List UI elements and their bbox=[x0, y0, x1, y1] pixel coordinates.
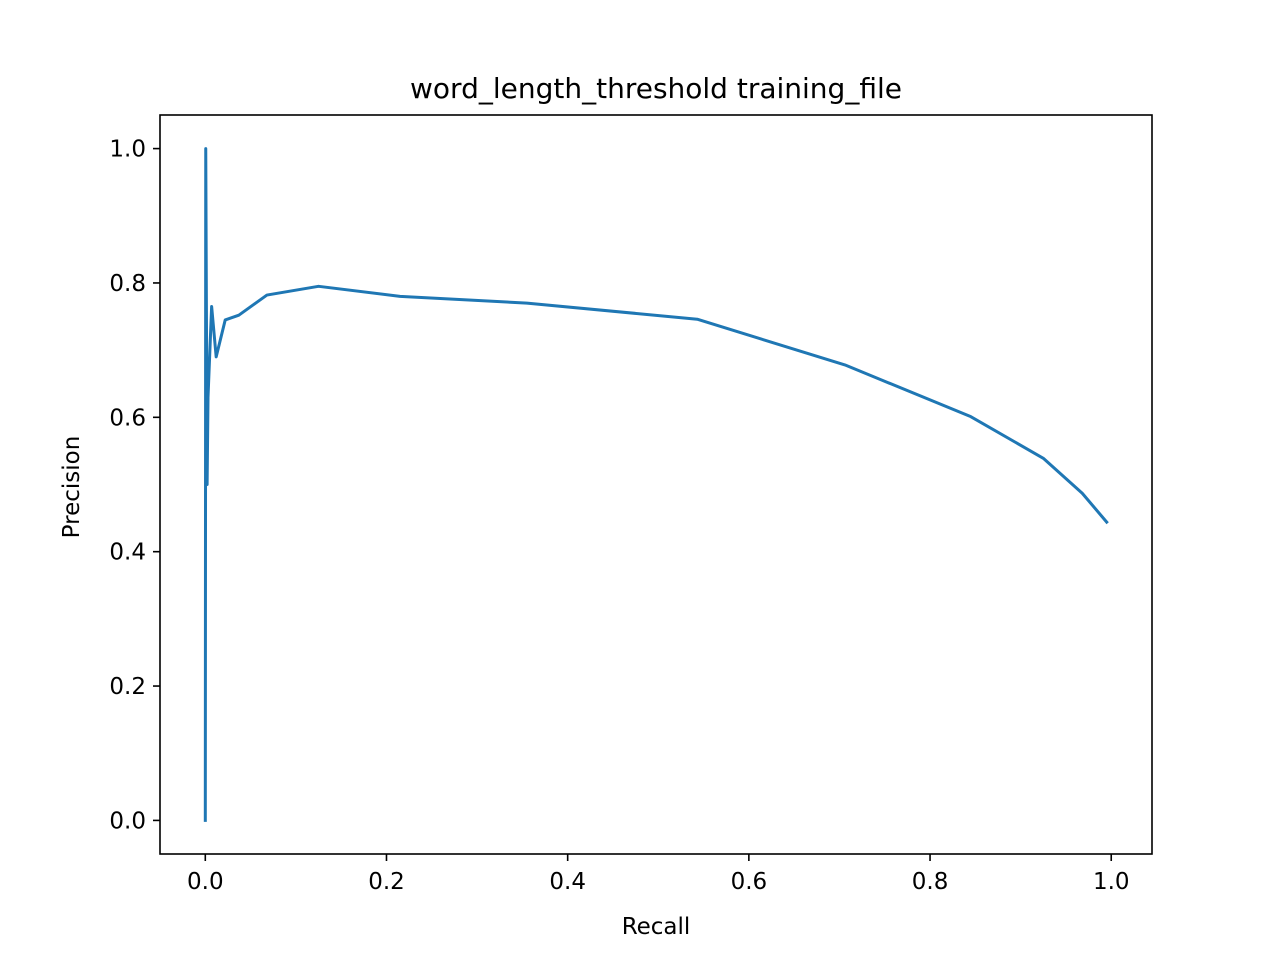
y-tick-label: 0.8 bbox=[109, 271, 146, 297]
x-tick-label: 0.6 bbox=[731, 869, 768, 895]
chart-title: word_length_threshold training_file bbox=[410, 72, 902, 105]
y-tick-label: 0.4 bbox=[109, 540, 146, 566]
x-tick-label: 0.2 bbox=[368, 869, 405, 895]
plot-frame bbox=[159, 114, 1153, 855]
x-tick-label: 0.4 bbox=[549, 869, 586, 895]
plot-area bbox=[160, 115, 1152, 854]
x-axis-title: Recall bbox=[622, 914, 691, 940]
series-line bbox=[203, 147, 1109, 822]
y-tick-label: 0.6 bbox=[109, 405, 146, 431]
x-tick-label: 0.8 bbox=[912, 869, 949, 895]
y-tick-label: 1.0 bbox=[109, 137, 146, 163]
x-tick-label: 0.0 bbox=[187, 869, 224, 895]
y-axis-title: Precision bbox=[59, 436, 85, 539]
y-tick-label: 0.2 bbox=[109, 674, 146, 700]
series-layer bbox=[203, 147, 1109, 822]
y-axis-ticks: 0.0 0.2 0.4 0.6 0.8 1.0 bbox=[109, 137, 160, 834]
x-tick-label: 1.0 bbox=[1093, 869, 1130, 895]
x-axis-ticks: 0.0 0.2 0.4 0.6 0.8 1.0 bbox=[187, 854, 1130, 895]
y-tick-label: 0.0 bbox=[109, 808, 146, 834]
